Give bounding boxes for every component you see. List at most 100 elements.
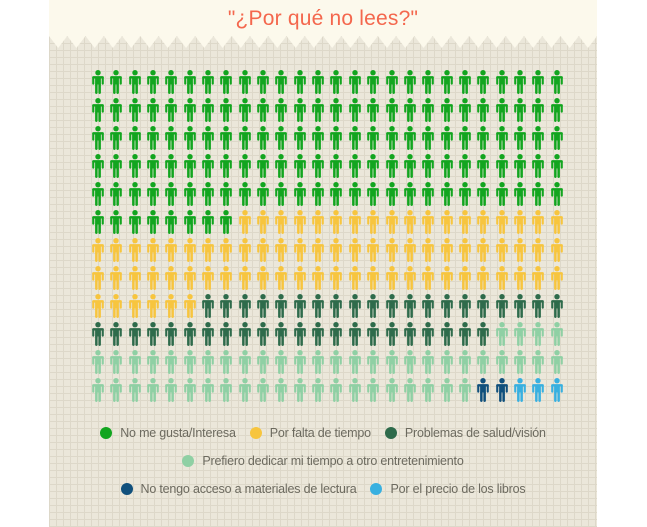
- person-icon: [275, 266, 288, 290]
- person-icon: [514, 266, 526, 290]
- person-icon: [165, 238, 178, 262]
- person-icon: [514, 350, 526, 374]
- person-icon: [128, 210, 141, 234]
- person-icon: [312, 70, 324, 94]
- person-icon: [110, 126, 123, 150]
- person-icon: [440, 182, 453, 206]
- person-icon: [550, 378, 563, 402]
- person-icon: [92, 210, 104, 234]
- person-icon: [257, 266, 269, 290]
- person-icon: [238, 210, 251, 234]
- person-icon: [257, 350, 269, 374]
- person-icon: [440, 378, 453, 402]
- person-icon: [422, 238, 434, 262]
- person-icon: [220, 210, 233, 234]
- person-icon: [293, 322, 306, 346]
- person-icon: [477, 266, 490, 290]
- person-icon: [165, 350, 178, 374]
- person-icon: [404, 378, 416, 402]
- person-icon: [275, 126, 288, 150]
- person-icon: [404, 266, 416, 290]
- person-icon: [165, 154, 178, 178]
- person-icon: [147, 350, 159, 374]
- person-icon: [312, 350, 324, 374]
- person-icon: [147, 322, 159, 346]
- person-icon: [550, 98, 563, 122]
- person-icon: [220, 98, 233, 122]
- person-icon: [495, 378, 508, 402]
- person-icon: [385, 322, 398, 346]
- person-icon: [183, 182, 196, 206]
- person-icon: [92, 154, 104, 178]
- person-icon: [183, 238, 196, 262]
- person-icon: [257, 98, 269, 122]
- person-icon: [183, 378, 196, 402]
- person-icon: [183, 294, 196, 318]
- person-icon: [385, 70, 398, 94]
- person-icon: [495, 126, 508, 150]
- person-icon: [165, 322, 178, 346]
- person-icon: [349, 70, 361, 94]
- person-icon: [238, 70, 251, 94]
- person-icon: [495, 350, 508, 374]
- person-icon: [385, 350, 398, 374]
- person-icon: [220, 378, 233, 402]
- person-icon: [349, 154, 361, 178]
- person-icon: [404, 126, 416, 150]
- person-icon: [220, 322, 233, 346]
- person-icon: [459, 70, 471, 94]
- person-icon: [330, 126, 343, 150]
- legend-item: Prefiero dedicar mi tiempo a otro entret…: [182, 454, 464, 468]
- person-icon: [459, 266, 471, 290]
- person-icon: [293, 350, 306, 374]
- person-icon: [532, 182, 545, 206]
- graph-paper-background: [49, 36, 597, 527]
- legend-label: No tengo acceso a materiales de lectura: [140, 482, 357, 496]
- person-icon: [477, 350, 490, 374]
- person-icon: [330, 350, 343, 374]
- person-icon: [257, 238, 269, 262]
- person-icon: [532, 238, 545, 262]
- person-icon: [257, 154, 269, 178]
- person-icon: [183, 70, 196, 94]
- person-icon: [110, 210, 123, 234]
- person-icon: [514, 238, 526, 262]
- person-icon: [440, 266, 453, 290]
- person-icon: [422, 70, 434, 94]
- person-icon: [367, 98, 379, 122]
- person-icon: [128, 266, 141, 290]
- legend-dot: [182, 455, 195, 467]
- person-icon: [165, 266, 178, 290]
- person-icon: [440, 322, 453, 346]
- person-icon: [477, 182, 490, 206]
- person-icon: [477, 210, 490, 234]
- person-icon: [110, 322, 123, 346]
- person-icon: [293, 238, 306, 262]
- person-icon: [147, 378, 159, 402]
- person-icon: [128, 98, 141, 122]
- legend-item: No tengo acceso a materiales de lectura: [120, 482, 357, 496]
- person-icon: [440, 350, 453, 374]
- person-icon: [330, 98, 343, 122]
- person-icon: [330, 154, 343, 178]
- person-icon: [92, 266, 104, 290]
- person-icon: [495, 294, 508, 318]
- person-icon: [165, 182, 178, 206]
- zigzag-border-icon: [49, 36, 597, 48]
- person-icon: [202, 126, 214, 150]
- person-icon: [128, 322, 141, 346]
- person-icon: [367, 294, 379, 318]
- person-icon: [293, 70, 306, 94]
- person-icon: [128, 350, 141, 374]
- person-icon: [422, 98, 434, 122]
- person-icon: [422, 182, 434, 206]
- person-icon: [257, 70, 269, 94]
- person-icon: [330, 70, 343, 94]
- person-icon: [202, 154, 214, 178]
- person-icon: [293, 210, 306, 234]
- person-icon: [220, 70, 233, 94]
- person-icon: [202, 238, 214, 262]
- person-icon: [404, 350, 416, 374]
- person-icon: [532, 350, 545, 374]
- person-icon: [293, 182, 306, 206]
